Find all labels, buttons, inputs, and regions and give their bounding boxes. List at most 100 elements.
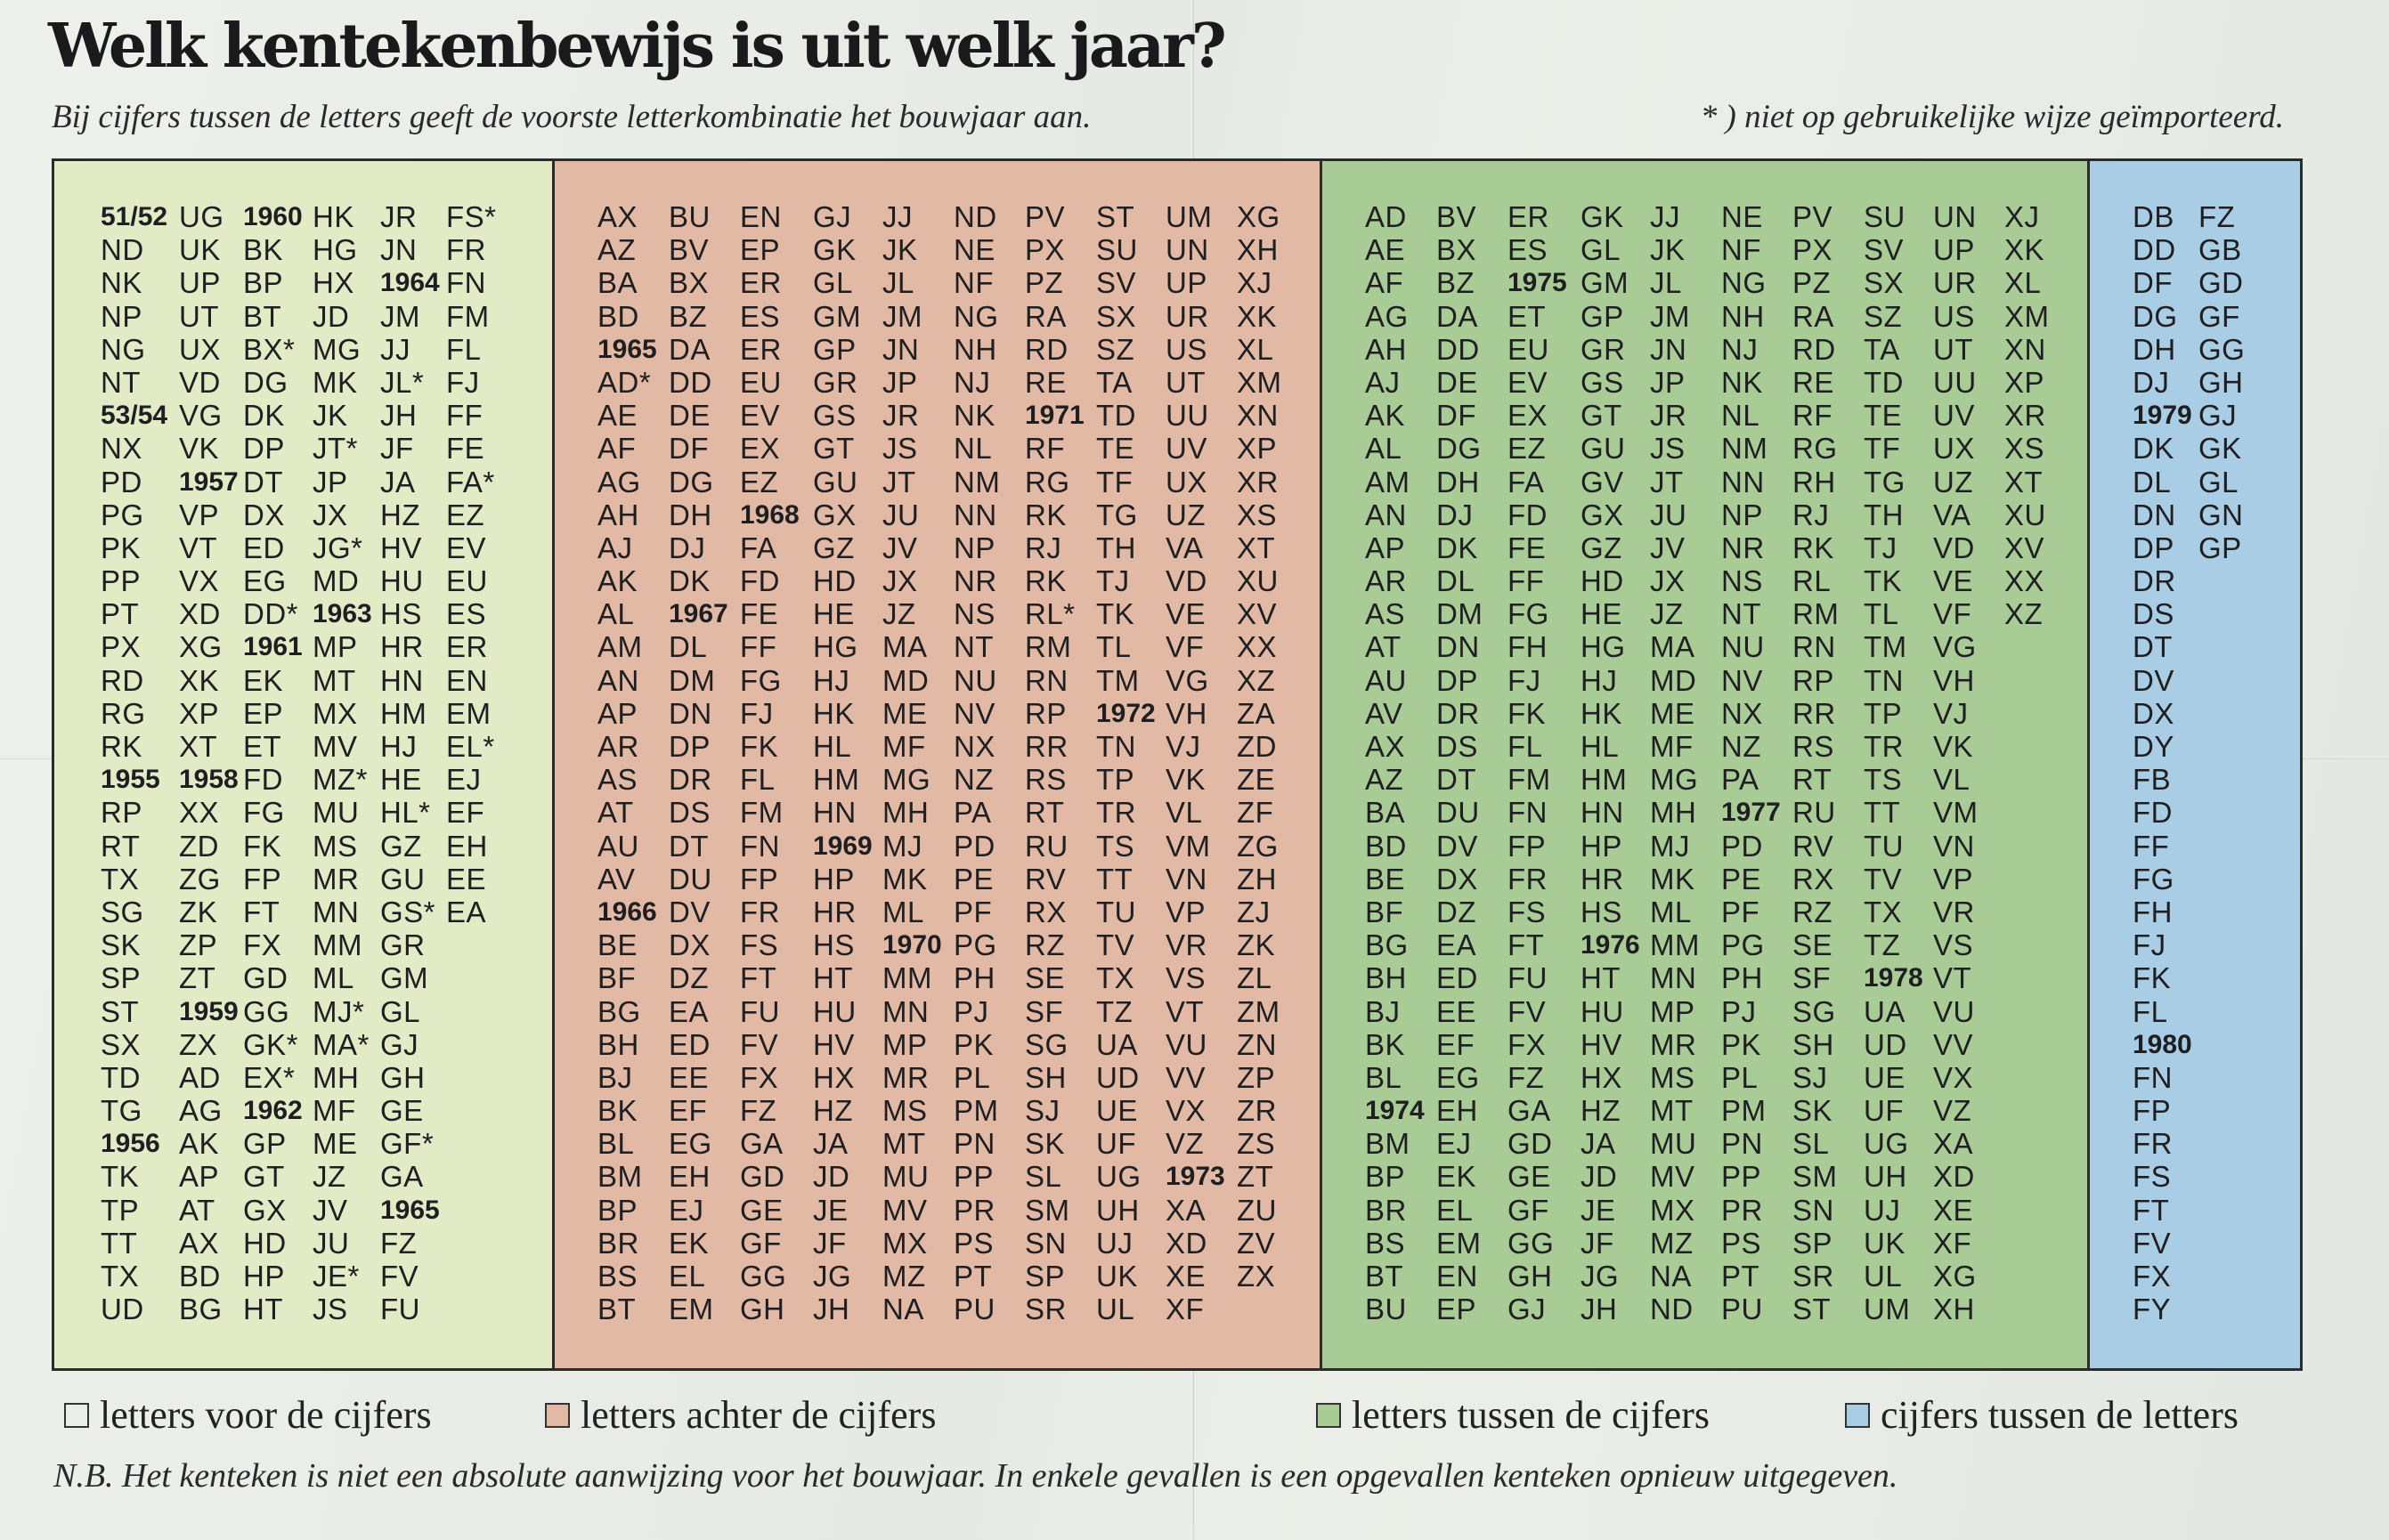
plate-code: HV bbox=[1580, 1027, 1622, 1061]
plate-code: TA bbox=[1864, 332, 1900, 366]
plate-code: UH bbox=[1096, 1193, 1140, 1227]
year-marker: 1979 bbox=[2133, 401, 2192, 431]
plate-code: TE bbox=[1096, 432, 1135, 466]
plate-code: RG bbox=[1792, 432, 1838, 466]
plate-code: VX bbox=[1933, 1060, 1974, 1094]
plate-code: SL bbox=[1025, 1160, 1062, 1194]
plate-code: PL bbox=[954, 1060, 991, 1094]
plate-code: EF bbox=[1436, 1027, 1475, 1061]
plate-code: AX bbox=[179, 1226, 220, 1260]
plate-code: NZ bbox=[954, 763, 994, 797]
plate-code: TS bbox=[1864, 763, 1903, 797]
plate-code: DG bbox=[669, 465, 714, 498]
plate-code: GG bbox=[1507, 1226, 1555, 1260]
plate-code: RK bbox=[1025, 498, 1067, 531]
plate-code: FP bbox=[243, 862, 282, 896]
plate-code: AK bbox=[597, 564, 638, 598]
plate-code: DR bbox=[1436, 696, 1480, 730]
plate-code: FG bbox=[243, 796, 285, 830]
year-marker: 1964 bbox=[380, 268, 440, 298]
plate-code: XX bbox=[1237, 630, 1278, 664]
plate-code: DX bbox=[669, 928, 711, 962]
plate-code: NM bbox=[1721, 432, 1768, 466]
plate-code: HM bbox=[380, 696, 427, 730]
plate-code bbox=[2004, 1293, 2076, 1325]
plate-code bbox=[2198, 664, 2264, 697]
plate-code: ST bbox=[1792, 1293, 1832, 1326]
plate-code: TG bbox=[1864, 465, 1906, 498]
plate-code: JZ bbox=[882, 597, 916, 631]
plate-code: UF bbox=[1096, 1127, 1136, 1161]
plate-code: TK bbox=[1096, 597, 1135, 631]
plate-code: FV bbox=[1507, 994, 1547, 1028]
plate-code bbox=[2004, 863, 2076, 896]
plate-code: UG bbox=[1096, 1160, 1142, 1194]
plate-code: BD bbox=[1365, 829, 1407, 863]
plate-code: GX bbox=[243, 1193, 287, 1227]
plate-code: FM bbox=[1507, 763, 1551, 797]
table-column: AX AZ BA BD 1965 AD* AE AF AG AH AJ AK AL AM AN AP AR AS A… bbox=[597, 200, 669, 1325]
plate-code: EP bbox=[243, 696, 284, 730]
plate-code: SV bbox=[1096, 266, 1137, 300]
plate-code: FK bbox=[243, 829, 282, 863]
plate-code: FZ bbox=[740, 1094, 777, 1128]
plate-code bbox=[446, 1293, 517, 1325]
plate-code: DS bbox=[669, 796, 711, 830]
plate-code: AX bbox=[1365, 730, 1406, 763]
plate-code: GF bbox=[740, 1226, 782, 1260]
plate-code: XJ bbox=[2004, 200, 2040, 233]
plate-code: GH bbox=[2198, 365, 2244, 399]
plate-code: HN bbox=[380, 663, 424, 697]
plate-code: HG bbox=[1580, 630, 1626, 664]
plate-code: SK bbox=[1792, 1094, 1833, 1128]
plate-code: MK bbox=[1650, 862, 1695, 896]
plate-code: XD bbox=[1933, 1160, 1975, 1194]
plate-code: JJ bbox=[882, 200, 913, 233]
plate-code: VG bbox=[179, 399, 223, 433]
table-column: PV PX PZ RA RD RE RF RG RH RJ RK RL RM RN RP RR RS RT RU RV… bbox=[1792, 200, 1864, 1325]
plate-code: ZP bbox=[1237, 1060, 1276, 1094]
plate-code: PL bbox=[1721, 1060, 1759, 1094]
plate-code: DS bbox=[1436, 730, 1478, 763]
table-column: ST SU SV SX SZ TA TD TE TF TG TH TJ TK TL TM 1972 TN TP TR… bbox=[1096, 200, 1166, 1325]
plate-code: AR bbox=[597, 730, 639, 763]
plate-code: AD* bbox=[597, 365, 652, 399]
plate-code: GS bbox=[813, 399, 857, 433]
plate-code: MZ bbox=[882, 1260, 926, 1293]
plate-code: AT bbox=[1365, 630, 1402, 664]
plate-code: DZ bbox=[1436, 895, 1476, 928]
plate-code bbox=[2198, 896, 2264, 928]
plate-code: GF* bbox=[380, 1127, 435, 1161]
plate-code: ER bbox=[1507, 200, 1549, 233]
plate-code: VV bbox=[1933, 1027, 1974, 1061]
plate-code: ET bbox=[243, 730, 282, 763]
plate-code: UL bbox=[1096, 1293, 1135, 1326]
plate-code: PV bbox=[1792, 200, 1833, 233]
plate-code: JX bbox=[1650, 564, 1686, 598]
plate-code: UZ bbox=[1933, 465, 1973, 498]
plate-code bbox=[2198, 1293, 2264, 1325]
plate-code: SJ bbox=[1792, 1060, 1828, 1094]
plate-code: ZE bbox=[1237, 763, 1276, 797]
table-column: AD AE AF AG AH AJ AK AL AM AN AP AR AS AT AU AV AX AZ BA BD… bbox=[1365, 200, 1436, 1325]
plate-code: JF bbox=[813, 1226, 847, 1260]
plate-code: AN bbox=[597, 663, 639, 697]
plate-code bbox=[2004, 1061, 2076, 1094]
plate-code: BG bbox=[179, 1293, 223, 1326]
plate-code: BT bbox=[1365, 1260, 1404, 1293]
plate-code: GD bbox=[1507, 1127, 1553, 1161]
plate-code: PX bbox=[1792, 233, 1833, 267]
plate-code: PH bbox=[1721, 961, 1763, 995]
plate-code: BK bbox=[243, 233, 284, 267]
plate-code: FF bbox=[446, 399, 483, 433]
plate-code: XH bbox=[1933, 1293, 1975, 1326]
plate-code: VA bbox=[1933, 498, 1971, 531]
plate-code: HE bbox=[813, 597, 855, 631]
plate-code: JF bbox=[380, 432, 414, 466]
plate-code: AT bbox=[597, 796, 634, 830]
plate-code: TM bbox=[1864, 630, 1907, 664]
plate-code: ER bbox=[740, 332, 782, 366]
plate-code: FH bbox=[2133, 895, 2173, 928]
plate-code: JZ bbox=[313, 1160, 346, 1194]
plate-code: MD bbox=[313, 564, 360, 598]
